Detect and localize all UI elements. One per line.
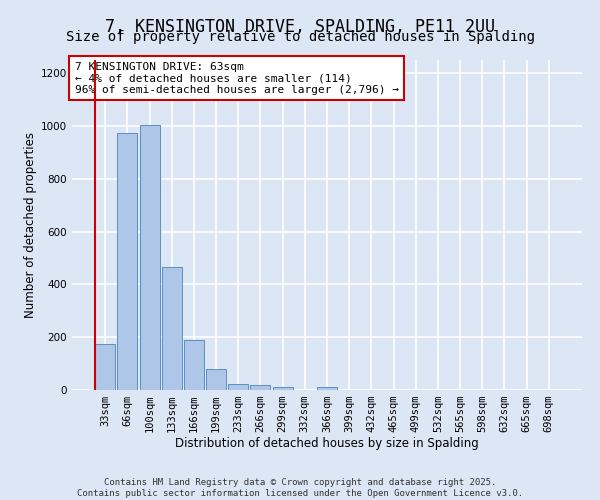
Text: Size of property relative to detached houses in Spalding: Size of property relative to detached ho…	[65, 30, 535, 44]
Bar	[184, 340, 204, 390]
Bar	[250, 385, 271, 390]
Bar	[95, 344, 115, 390]
Bar	[140, 124, 160, 390]
Text: 7, KENSINGTON DRIVE, SPALDING, PE11 2UU: 7, KENSINGTON DRIVE, SPALDING, PE11 2UU	[105, 18, 495, 36]
Bar	[228, 384, 248, 390]
X-axis label: Distribution of detached houses by size in Spalding: Distribution of detached houses by size …	[175, 436, 479, 450]
Text: Contains HM Land Registry data © Crown copyright and database right 2025.
Contai: Contains HM Land Registry data © Crown c…	[77, 478, 523, 498]
Y-axis label: Number of detached properties: Number of detached properties	[24, 132, 37, 318]
Bar	[206, 369, 226, 390]
Bar	[317, 388, 337, 390]
Bar	[272, 388, 293, 390]
Bar	[118, 132, 137, 390]
Bar	[162, 267, 182, 390]
Text: 7 KENSINGTON DRIVE: 63sqm
← 4% of detached houses are smaller (114)
96% of semi-: 7 KENSINGTON DRIVE: 63sqm ← 4% of detach…	[74, 62, 398, 95]
